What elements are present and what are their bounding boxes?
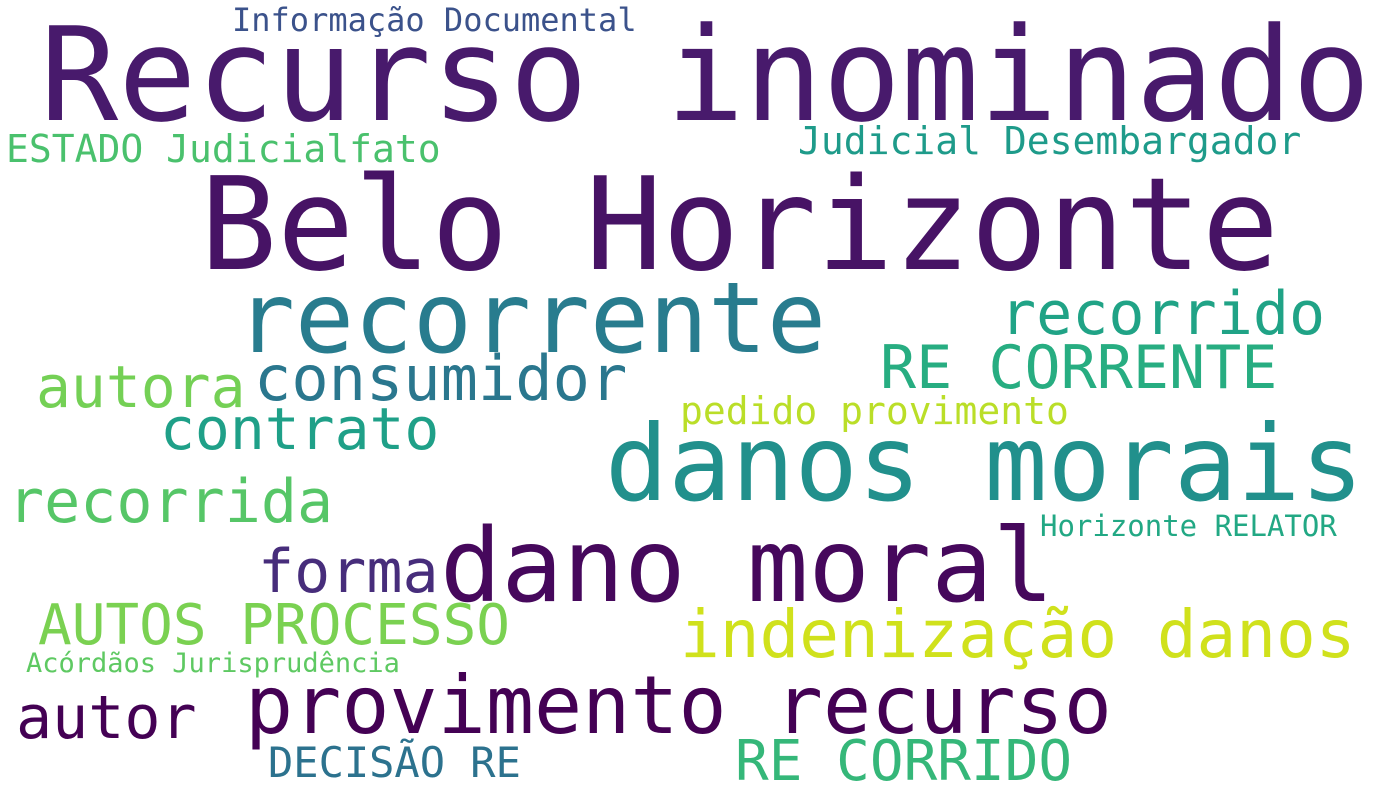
word-recorrente: recorrente	[236, 262, 827, 376]
word-forma: forma	[258, 537, 439, 607]
word-dano-moral: dano moral	[440, 507, 1055, 626]
word-belo-horizonte: Belo Horizonte	[200, 151, 1279, 300]
word-autora: autora	[36, 353, 246, 421]
word-recorrida: recorrida	[8, 467, 334, 537]
word-danos-morais: danos morais	[605, 403, 1364, 525]
word-recorrido: recorrido	[1000, 279, 1326, 349]
word-acordaos-jurisprudencia: Acórdãos Jurisprudência	[26, 648, 400, 679]
word-autor: autor	[16, 683, 197, 753]
word-consumidor: consumidor	[254, 342, 628, 415]
word-indenizacao-danos: indenização danos	[680, 596, 1356, 673]
word-contrato: contrato	[160, 395, 440, 463]
word-estado-judicialfato: ESTADO Judicialfato	[6, 127, 441, 171]
word-decisao-re: DECISÃO RE	[268, 738, 521, 787]
word-re-corrido: RE CORRIDO	[735, 729, 1073, 794]
word-re-corrente: RE CORRENTE	[880, 333, 1278, 403]
word-provimento-recurso: provimento recurso	[245, 659, 1112, 752]
word-informacao-documental: Informação Documental	[232, 1, 637, 39]
word-pedido-provimento: pedido provimento	[680, 389, 1069, 433]
word-recurso-inominado: Recurso inominado	[40, 0, 1371, 151]
word-judicial-desembargador: Judicial Desembargador	[798, 119, 1302, 163]
word-autos-processo: AUTOS PROCESSO	[38, 593, 511, 658]
word-horizonte-relator: Horizonte RELATOR	[1040, 509, 1337, 543]
